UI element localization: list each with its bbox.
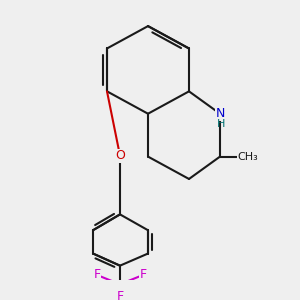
Text: H: H <box>217 119 226 129</box>
Text: F: F <box>116 290 124 300</box>
Text: N: N <box>215 107 225 120</box>
Text: F: F <box>140 268 147 281</box>
Text: CH₃: CH₃ <box>238 152 258 162</box>
Text: F: F <box>93 268 100 281</box>
Text: O: O <box>115 149 125 162</box>
